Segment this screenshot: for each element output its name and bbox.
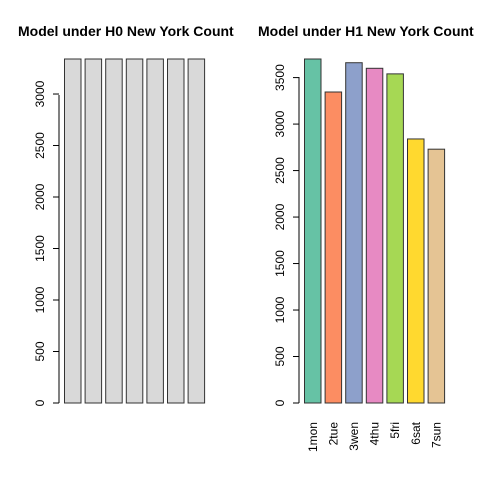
bars-h1 (304, 58, 446, 404)
chart-h1: Model under H1 New York Count 0 500 1000 15… (258, 23, 474, 452)
chart-h0: Model under H0 New York Count 0 500 1000 15… (18, 23, 234, 406)
bar-7sun (187, 58, 206, 404)
x-category-label: 3wen (347, 422, 361, 451)
bars-h0 (64, 58, 206, 404)
bar-1mon (304, 58, 322, 404)
bar-6sat (167, 58, 185, 404)
y-tick-label: 2500 (273, 157, 287, 184)
bar-2tue (324, 91, 343, 404)
bar-3wen (105, 58, 123, 404)
x-category-label: 7sun (429, 422, 443, 448)
bar-5fri (146, 58, 164, 404)
y-tick-label: 0 (33, 399, 47, 406)
bar-1mon (64, 58, 82, 404)
y-tick-label: 2500 (33, 132, 47, 159)
bar-2tue (84, 58, 103, 404)
y-tick-label: 2000 (33, 183, 47, 210)
y-tick-label: 1000 (273, 296, 287, 323)
y-tick-label: 1000 (33, 286, 47, 313)
bar-4thu (125, 58, 144, 404)
y-tick-label: 500 (33, 341, 47, 361)
x-category-label: 2tue (326, 422, 340, 446)
y-tick-label: 1500 (273, 250, 287, 277)
y-tick-label: 500 (273, 346, 287, 366)
x-category-label: 6sat (409, 421, 423, 444)
y-tick-label: 3000 (33, 80, 47, 107)
y-tick-label: 0 (273, 399, 287, 406)
y-tick-label: 2000 (273, 203, 287, 230)
y-ticks-h0: 0 500 1000 1500 2000 2500 3000 (33, 80, 59, 406)
category-labels-h1: 1mon 2tue 3wen 4thu 5fri 6sat 7sun (306, 421, 444, 452)
bar-6sat (407, 138, 425, 404)
bar-5fri (386, 73, 404, 404)
x-category-label: 4thu (368, 422, 382, 445)
chart-title-h0: Model under H0 New York Count (18, 23, 234, 39)
bar-3wen (345, 62, 363, 404)
y-ticks-h1: 0 500 1000 1500 2000 2500 3000 3500 (273, 64, 299, 406)
x-category-label: 5fri (388, 422, 402, 439)
y-tick-label: 1500 (33, 235, 47, 262)
chart-title-h1: Model under H1 New York Count (258, 23, 474, 39)
bar-7sun (427, 148, 446, 404)
y-tick-label: 3000 (273, 110, 287, 137)
bar-4thu (365, 67, 384, 404)
x-category-label: 1mon (306, 422, 320, 452)
y-tick-label: 3500 (273, 64, 287, 91)
